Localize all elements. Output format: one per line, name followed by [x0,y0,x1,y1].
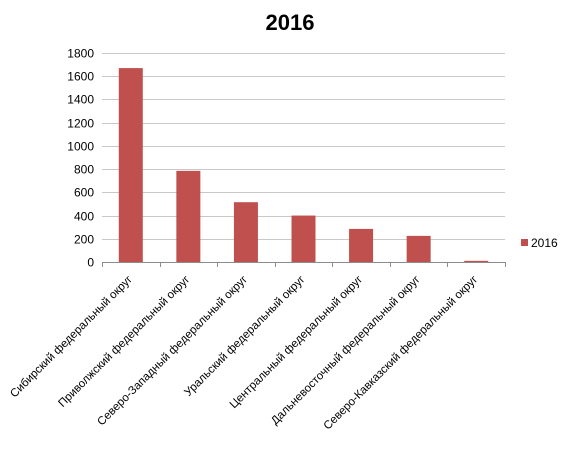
bar [233,202,258,262]
x-axis-ticks [102,262,506,267]
bar [464,260,489,262]
x-category-label: Уральский федеральный округ [182,274,307,399]
bar [118,68,143,262]
bar [176,170,201,262]
bar [349,228,374,262]
legend-label: 2016 [531,236,558,250]
chart-title: 2016 [266,10,315,35]
bar [406,235,431,262]
bar [291,215,316,262]
legend-swatch [521,239,528,246]
y-tick-label: 1000 [67,140,94,154]
y-tick-label: 600 [74,186,94,200]
y-tick-label: 800 [74,163,94,177]
y-tick-label: 1200 [67,117,94,131]
y-tick-label: 200 [74,233,94,247]
y-tick-label: 1600 [67,70,94,84]
y-tick-label: 1400 [67,93,94,107]
legend: 2016 [521,236,558,250]
x-category-label: Сибирский федеральный округ [8,274,135,401]
y-tick-label: 0 [87,256,94,270]
y-tick-label: 1800 [67,47,94,61]
bars [118,68,489,262]
y-axis-tick-labels: 0 200 400 600 800 1000 1200 1400 1600 1800 [67,47,94,270]
x-category-label: Приволжский федеральный округ [56,274,192,410]
gridlines [102,53,505,240]
y-tick-label: 400 [74,210,94,224]
